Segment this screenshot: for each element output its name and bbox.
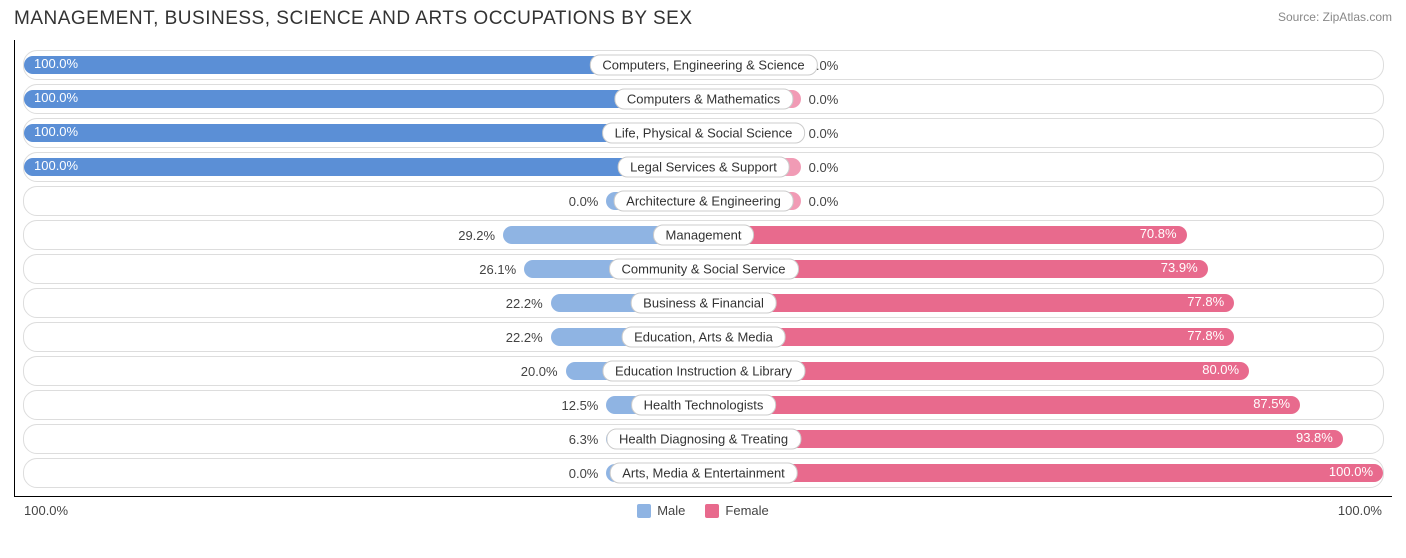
chart-row: 6.3% 93.8% Health Diagnosing & Treating [23,424,1384,454]
male-value-label: 100.0% [34,56,78,71]
legend-label-female: Female [725,503,768,518]
category-label: Community & Social Service [609,259,799,280]
category-label: Health Technologists [631,395,777,416]
category-label: Education, Arts & Media [621,327,786,348]
chart-title: MANAGEMENT, BUSINESS, SCIENCE AND ARTS O… [14,8,693,30]
female-half: 100.0% [704,459,1384,487]
category-label: Legal Services & Support [617,157,790,178]
chart-area: 100.0% 0.0% Computers, Engineering & Scien… [14,40,1392,497]
male-value-label: 100.0% [34,158,78,173]
chart-row: 22.2% 77.8% Education, Arts & Media [23,322,1384,352]
male-value-label: 6.3% [569,432,599,447]
female-value-label: 77.8% [1187,294,1224,309]
chart-row: 0.0% 0.0% Architecture & Engineering [23,186,1384,216]
male-value-label: 0.0% [569,466,599,481]
male-bar: 100.0% [24,124,702,142]
male-value-label: 0.0% [569,194,599,209]
female-bar: 100.0% [706,464,1384,482]
male-half: 26.1% [24,255,704,283]
male-value-label: 100.0% [34,124,78,139]
legend-item-female: Female [705,503,768,518]
male-half: 100.0% [24,153,704,181]
category-label: Education Instruction & Library [602,361,805,382]
male-half: 0.0% [24,459,704,487]
female-value-label: 93.8% [1296,430,1333,445]
female-value-label: 0.0% [809,194,839,209]
female-half: 80.0% [704,357,1384,385]
male-bar: 100.0% [24,90,702,108]
female-half: 87.5% [704,391,1384,419]
male-bar: 100.0% [24,158,702,176]
category-label: Management [653,225,755,246]
female-value-label: 0.0% [809,92,839,107]
header: MANAGEMENT, BUSINESS, SCIENCE AND ARTS O… [14,8,1392,30]
chart-row: 100.0% 0.0% Legal Services & Support [23,152,1384,182]
female-bar: 77.8% [706,294,1235,312]
male-value-label: 22.2% [506,296,543,311]
female-value-label: 77.8% [1187,328,1224,343]
female-half: 73.9% [704,255,1384,283]
male-value-label: 100.0% [34,90,78,105]
female-half: 93.8% [704,425,1384,453]
female-value-label: 0.0% [809,160,839,175]
category-label: Business & Financial [630,293,777,314]
axis-right-label: 100.0% [1338,503,1382,518]
legend-item-male: Male [637,503,685,518]
male-value-label: 29.2% [458,228,495,243]
male-value-label: 20.0% [521,364,558,379]
axis-left-label: 100.0% [24,503,68,518]
male-half: 12.5% [24,391,704,419]
female-bar: 93.8% [706,430,1343,448]
female-value-label: 87.5% [1253,396,1290,411]
female-half: 70.8% [704,221,1384,249]
female-bar: 87.5% [706,396,1301,414]
male-half: 0.0% [24,187,704,215]
chart-row: 12.5% 87.5% Health Technologists [23,390,1384,420]
chart-row: 100.0%0.0%Computers, Engineering & Scien… [23,50,1384,80]
swatch-male [637,504,651,518]
category-label: Health Diagnosing & Treating [606,429,801,450]
male-value-label: 22.2% [506,330,543,345]
category-label: Arts, Media & Entertainment [609,463,798,484]
female-half: 77.8% [704,323,1384,351]
source-attribution: Source: ZipAtlas.com [1278,8,1392,24]
female-value-label: 73.9% [1161,260,1198,275]
category-label: Computers & Mathematics [614,89,793,110]
female-value-label: 80.0% [1202,362,1239,377]
female-half: 0.0% [704,187,1384,215]
female-value-label: 100.0% [1329,464,1373,479]
category-label: Life, Physical & Social Science [602,123,806,144]
chart-row: 20.0% 80.0% Education Instruction & Librar… [23,356,1384,386]
chart-row: 100.0% 0.0%Life, Physical & Social Scienc… [23,118,1384,148]
male-half: 22.2% [24,289,704,317]
female-bar: 70.8% [706,226,1187,244]
legend-label-male: Male [657,503,685,518]
chart-row: 26.1% 73.9% Community & Social Service [23,254,1384,284]
swatch-female [705,504,719,518]
female-half: 0.0% [704,85,1384,113]
female-half: 0.0% [704,153,1384,181]
female-value-label: 0.0% [809,126,839,141]
chart-row: 29.2% 70.8% Management [23,220,1384,250]
chart-row: 0.0% 100.0% Arts, Media & Entertainment [23,458,1384,488]
chart-row: 22.2% 77.8% Business & Financial [23,288,1384,318]
axis-row: 100.0% Male Female 100.0% [14,497,1392,518]
male-half: 100.0% [24,85,704,113]
source-name: ZipAtlas.com [1323,10,1392,24]
male-value-label: 12.5% [562,398,599,413]
category-label: Architecture & Engineering [613,191,794,212]
female-half: 0.0% [704,119,1384,147]
male-half: 29.2% [24,221,704,249]
female-value-label: 70.8% [1140,226,1177,241]
male-half: 22.2% [24,323,704,351]
chart-row: 100.0% 0.0% Computers & Mathematics [23,84,1384,114]
source-label: Source: [1278,10,1319,24]
category-label: Computers, Engineering & Science [589,55,817,76]
legend: Male Female [637,503,769,518]
male-value-label: 26.1% [479,262,516,277]
female-half: 77.8% [704,289,1384,317]
male-half: 6.3% [24,425,704,453]
